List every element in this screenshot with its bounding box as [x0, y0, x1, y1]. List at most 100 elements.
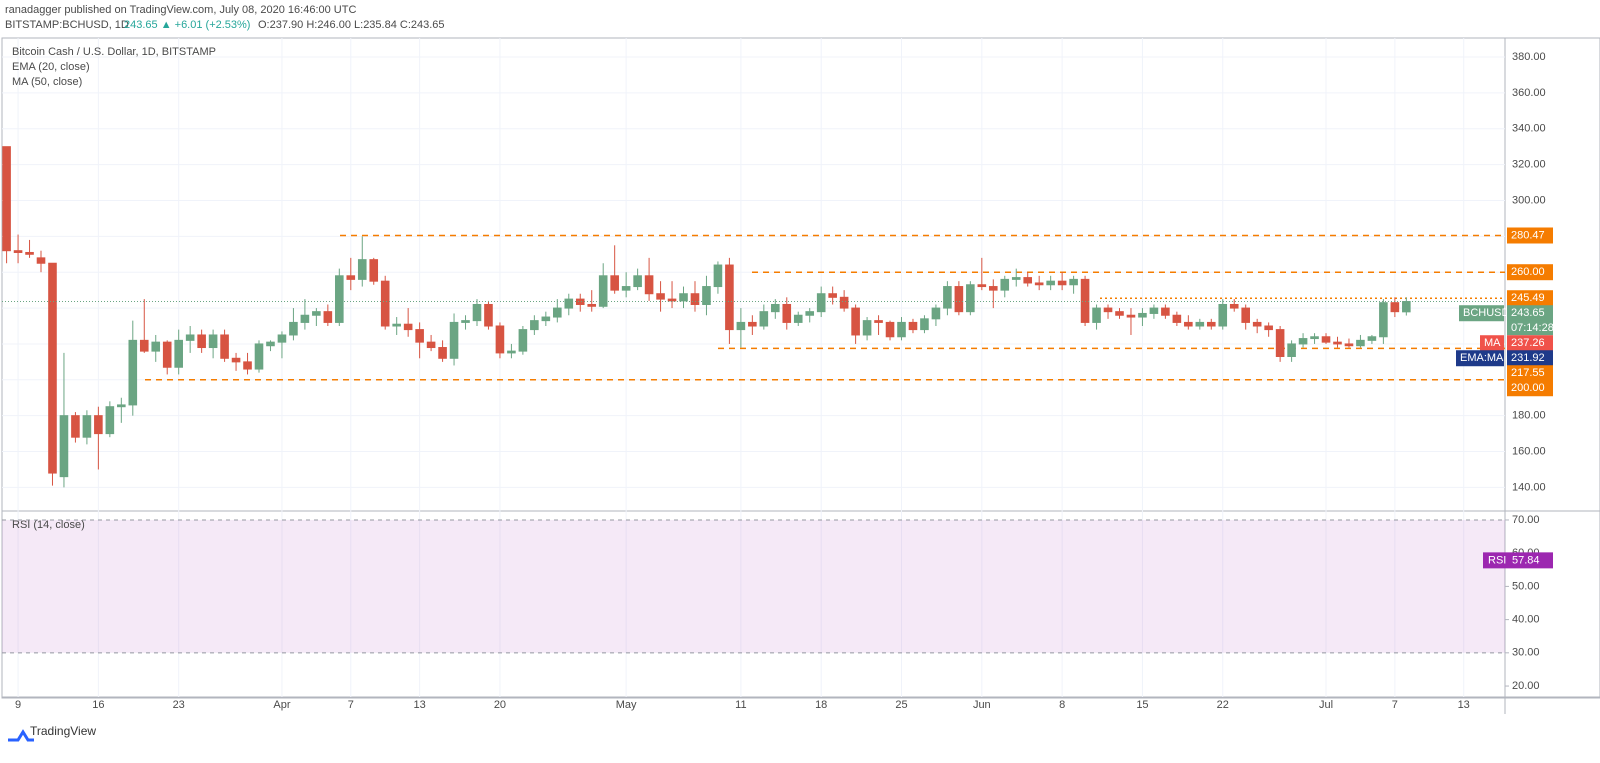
candle-body [1126, 314, 1136, 318]
candle-body [1206, 321, 1216, 327]
rsi-tag: RSI 57.84 [1483, 552, 1553, 569]
candle-body [736, 321, 746, 331]
y-tick-label: 30.00 [1512, 647, 1540, 659]
candle-body [151, 341, 161, 352]
candle-body [897, 321, 906, 338]
candle-body [851, 307, 860, 336]
tag-value: 280.47 [1511, 229, 1545, 241]
published-line: ranadagger published on TradingView.com,… [5, 4, 356, 16]
candle-body [48, 262, 57, 474]
candle-body [943, 286, 952, 309]
y-tick-label: 160.00 [1512, 445, 1546, 457]
candle-body [702, 286, 711, 305]
countdown: 07:14:28 [1511, 322, 1554, 334]
x-tick-label: 7 [1392, 699, 1398, 711]
legend-entry: MA (50, close) [12, 76, 82, 88]
candle-body [335, 275, 344, 323]
tag-box [1507, 264, 1553, 281]
candle-body [1149, 307, 1159, 314]
candle-body [36, 257, 46, 264]
y-tick-label: 380.00 [1512, 51, 1546, 63]
candle-body [644, 275, 654, 295]
candle-body [633, 275, 642, 288]
candle-body [1184, 321, 1193, 327]
price-tag: 280.47 [1507, 227, 1553, 244]
candle-body [667, 298, 677, 302]
candle-body [139, 339, 149, 352]
candle-body [587, 303, 597, 307]
price-tag: 217.55 [1507, 365, 1553, 382]
candle-body [300, 314, 310, 323]
candle-body [816, 293, 826, 313]
candle-body [759, 311, 769, 327]
candle-body [369, 259, 379, 282]
candle-body [1023, 277, 1033, 284]
tag-value: 243.65 [1511, 307, 1545, 319]
candle-body [346, 275, 356, 280]
tag-box [1507, 335, 1553, 352]
tag-box [1507, 365, 1553, 382]
candle-body [793, 314, 803, 323]
candle-body [415, 329, 424, 343]
candle-body [598, 275, 608, 307]
x-tick-label: 13 [1458, 699, 1470, 711]
tag-value: 245.49 [1511, 292, 1545, 304]
candle-body [128, 339, 138, 406]
brand-logo [8, 729, 34, 742]
tag-name: RSI [1488, 554, 1506, 566]
x-tick-label: 16 [92, 699, 104, 711]
symbol: BITSTAMP:BCHUSD, 1D [5, 19, 129, 31]
candle-body [1161, 307, 1170, 316]
tag-box [1507, 350, 1553, 367]
tag-box [1483, 552, 1553, 569]
candle-body [782, 303, 792, 323]
candle-body [805, 311, 815, 316]
y-tick-label: 20.00 [1512, 680, 1540, 692]
y-tick-label: 360.00 [1512, 87, 1546, 99]
price-change: 243.65 ▲ +6.01 (+2.53%) [124, 19, 250, 31]
candle-body [1229, 303, 1239, 309]
tag-value: 231.92 [1511, 352, 1545, 364]
candle-body [1011, 277, 1021, 280]
price-tag: 260.00 [1507, 264, 1553, 281]
x-tick-label: 23 [173, 699, 185, 711]
x-tick-label: May [616, 699, 637, 711]
candle-body [920, 318, 929, 331]
candle-body [564, 298, 574, 309]
candle-body [1390, 302, 1400, 313]
candle-body [507, 350, 516, 354]
x-tick-label: Jun [973, 699, 991, 711]
candle-body [1172, 314, 1182, 323]
candle-body [1264, 325, 1273, 331]
candle-body [541, 316, 551, 322]
candle-body [748, 321, 757, 327]
candle-body [1080, 278, 1090, 323]
candle-body [966, 284, 975, 313]
y-tick-label: 50.00 [1512, 580, 1540, 592]
candle-body [254, 343, 264, 370]
candle-body [2, 146, 11, 252]
ohlc: O:237.90 H:246.00 L:235.84 C:243.65 [258, 19, 445, 31]
candle-body [1034, 282, 1044, 286]
candle-body [220, 334, 229, 359]
candle-body [770, 303, 780, 313]
y-tick-label: 320.00 [1512, 159, 1546, 171]
candle-body [495, 325, 505, 354]
x-tick-label: 15 [1136, 699, 1148, 711]
candle-body [266, 341, 275, 347]
candle-body [357, 259, 367, 280]
candle-body [1367, 336, 1377, 341]
candle-body [162, 341, 172, 368]
candle-body [931, 307, 941, 320]
tag-value: 217.55 [1511, 367, 1545, 379]
x-tick-label: 9 [15, 699, 21, 711]
candle-body [610, 275, 619, 291]
candle-body [25, 251, 34, 255]
brand[interactable]: TradingView [30, 724, 96, 738]
candle-body [1195, 321, 1205, 327]
candle-body [1000, 278, 1010, 291]
frame [1, 37, 1600, 699]
price-tag: BCHUSD 243.65 07:14:28 [1459, 305, 1554, 336]
price-tag: 200.00 [1507, 380, 1553, 397]
x-tick-label: Apr [273, 699, 290, 711]
